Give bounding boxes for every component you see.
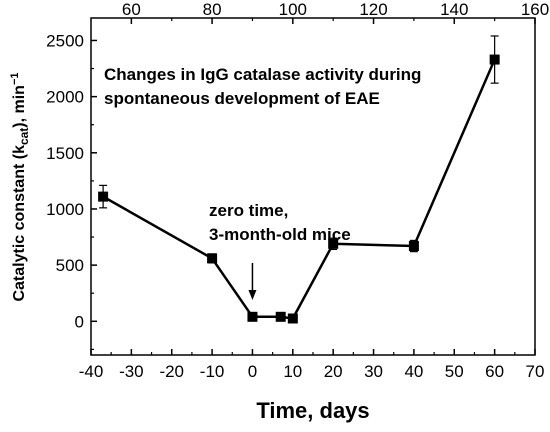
- data-point: [275, 311, 286, 322]
- x-tick-label: 50: [445, 362, 464, 381]
- data-series: [98, 35, 500, 324]
- labels: Changes in IgG catalase activity during s…: [9, 65, 421, 423]
- x-tick-label: 40: [404, 362, 423, 381]
- ticks: -40 -30 -20 -10 0 10 20 30 40 50 60 70 0 500 1000 1500 2…: [46, 0, 549, 381]
- annotation-line: 3-month-old mice: [209, 225, 351, 244]
- top-tick-label: 60: [122, 0, 141, 19]
- annotation-line: zero time,: [209, 201, 288, 220]
- top-tick-label: 80: [203, 0, 222, 19]
- chart-title-line: spontaneous development of EAE: [104, 89, 380, 108]
- y-tick-label: 2000: [46, 88, 84, 107]
- x-tick-label: -30: [119, 362, 144, 381]
- data-point: [489, 54, 500, 65]
- x-tick-label: 0: [248, 362, 257, 381]
- y-tick-label: 2500: [46, 31, 84, 50]
- y-tick-label: 1500: [46, 144, 84, 163]
- series-line: [102, 59, 496, 320]
- top-tick-label: 100: [279, 0, 307, 19]
- y-tick-label: 500: [56, 256, 84, 275]
- y-label-superscript: −1: [9, 72, 21, 85]
- data-point: [98, 191, 109, 202]
- x-tick-label: 70: [526, 362, 545, 381]
- data-point: [328, 238, 339, 249]
- x-tick-label: -20: [159, 362, 184, 381]
- x-tick-label: 30: [364, 362, 383, 381]
- top-tick-label: 120: [359, 0, 387, 19]
- y-label-suffix: ), min: [11, 85, 28, 128]
- y-tick-label: 0: [75, 312, 84, 331]
- y-tick-label: 1000: [46, 200, 84, 219]
- top-tick-label: 140: [440, 0, 468, 19]
- data-point: [408, 241, 419, 252]
- x-tick-label: 60: [485, 362, 504, 381]
- chart-title-line: Changes in IgG catalase activity during: [104, 65, 421, 84]
- top-tick-label: 160: [521, 0, 549, 19]
- annotation-arrow-head: [248, 290, 257, 300]
- x-tick-label: -40: [79, 362, 104, 381]
- x-tick-label: 20: [324, 362, 343, 381]
- x-axis-label: Time, days: [256, 398, 369, 423]
- y-label-subscript: cat: [17, 128, 31, 145]
- y-axis-label: Catalytic constant (kcat), min−1: [9, 72, 31, 301]
- x-tick-label: 10: [283, 362, 302, 381]
- data-point: [287, 313, 298, 324]
- data-point: [247, 311, 258, 322]
- y-label-main: Catalytic constant (k: [11, 145, 28, 302]
- data-point: [207, 253, 218, 264]
- x-tick-label: -10: [200, 362, 225, 381]
